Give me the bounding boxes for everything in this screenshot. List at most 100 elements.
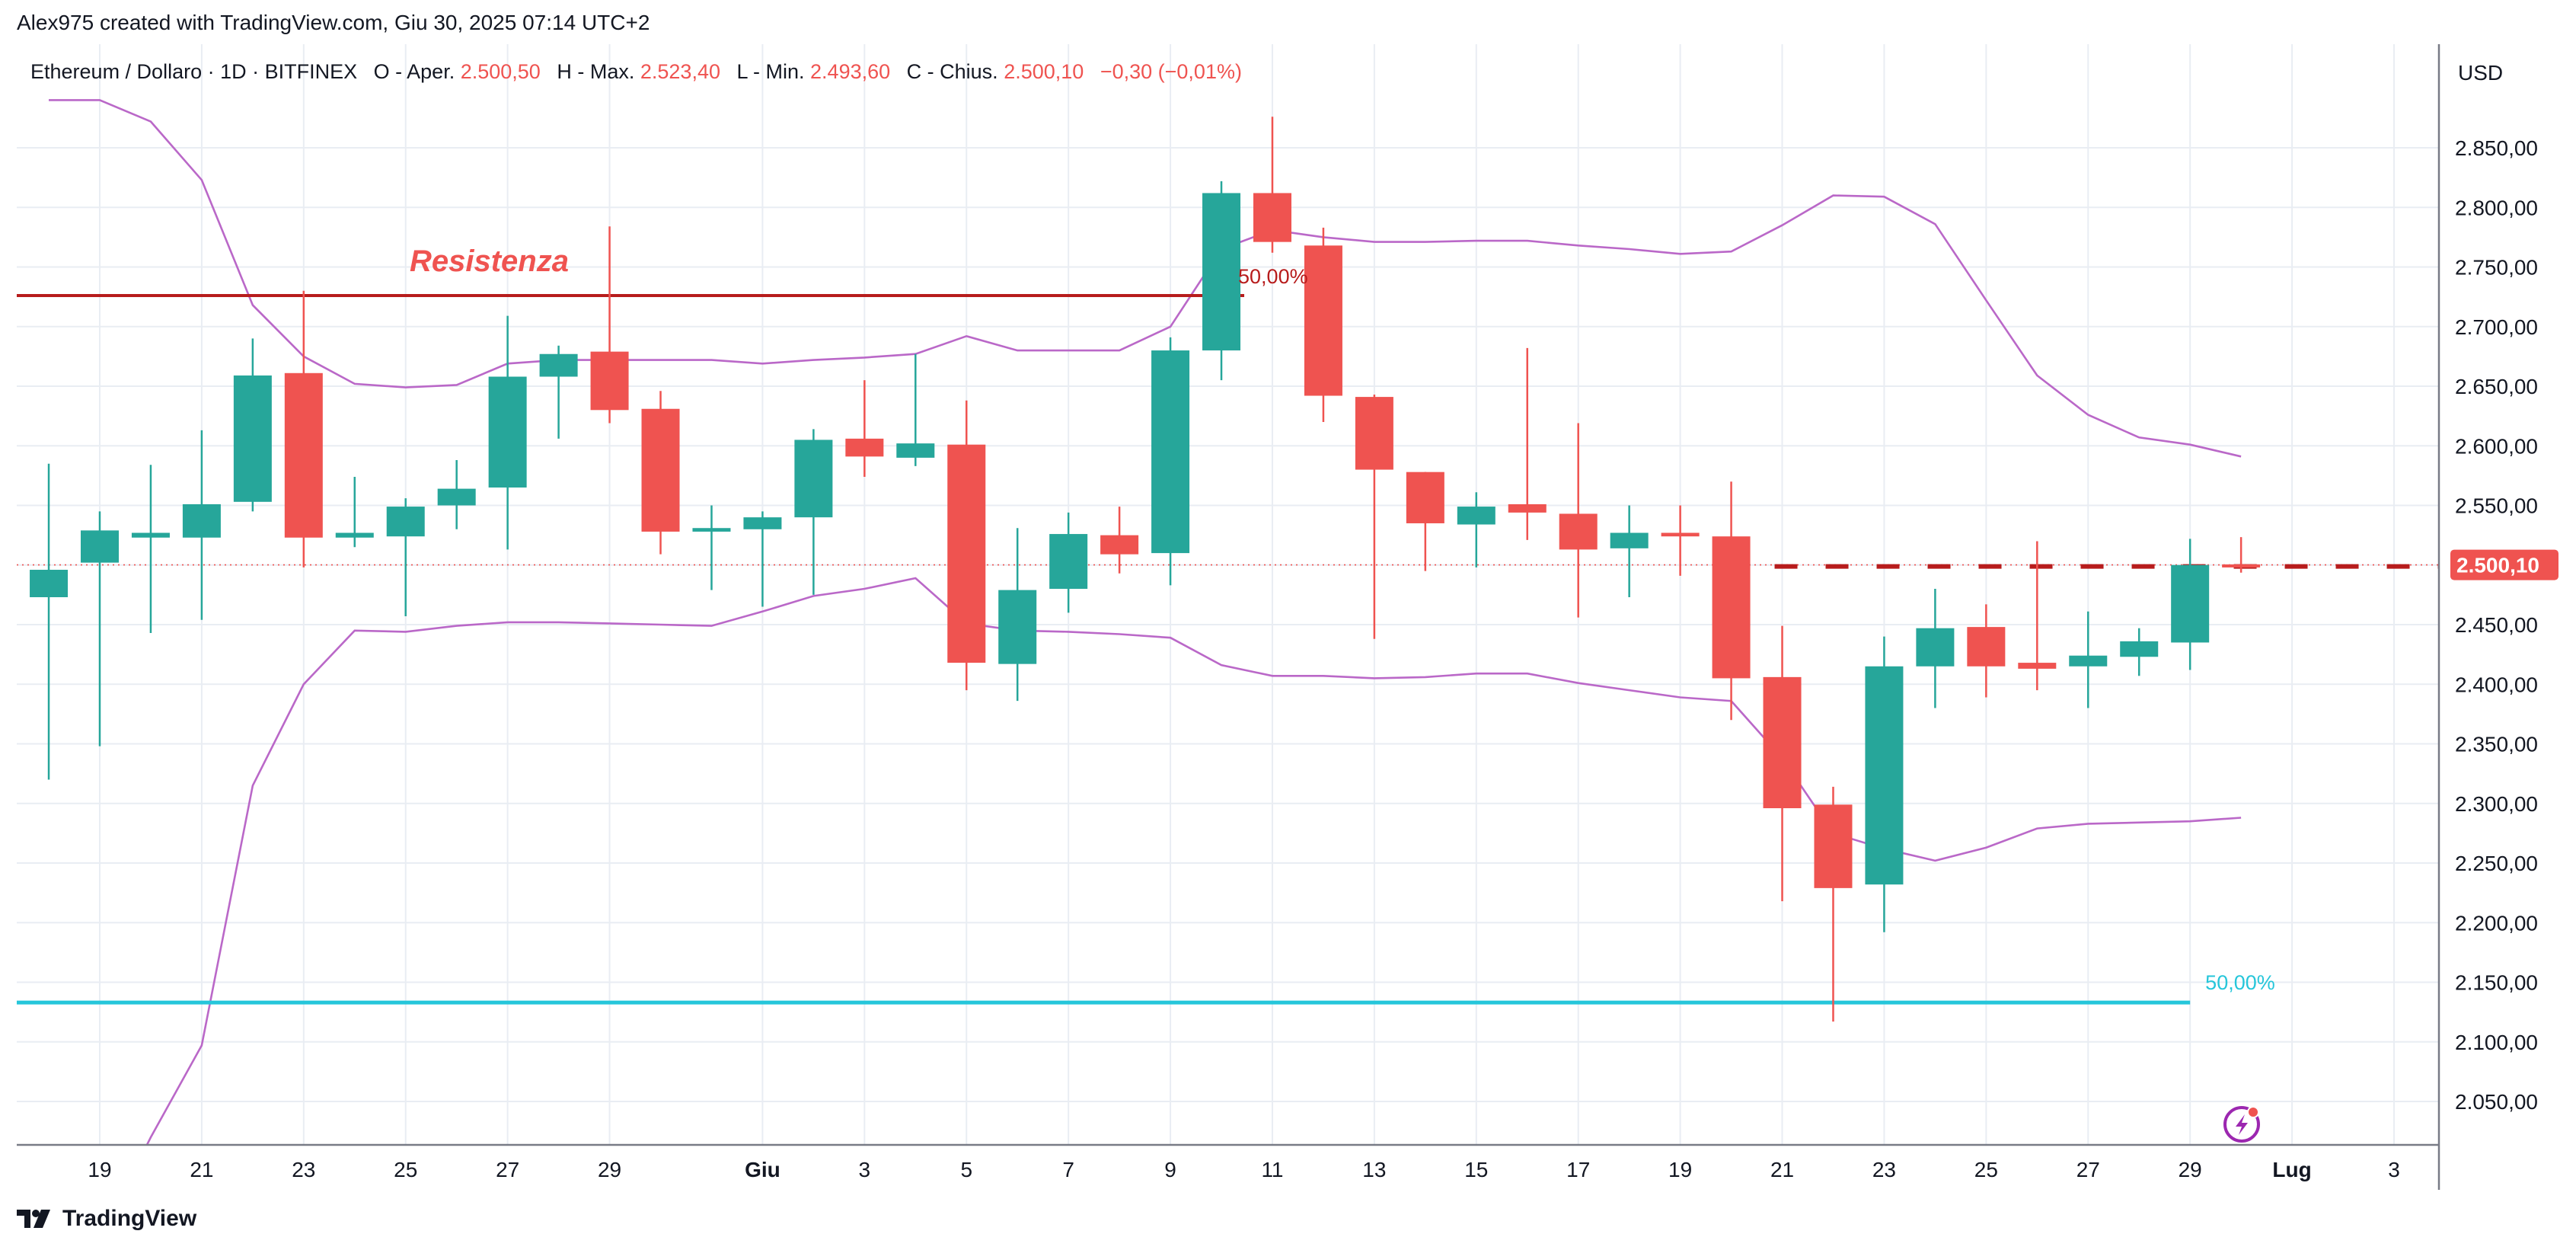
candle[interactable]	[1151, 337, 1190, 586]
candle[interactable]	[2171, 539, 2210, 670]
candles[interactable]	[30, 117, 2261, 1022]
y-tick-label: 2.250,00	[2455, 852, 2538, 875]
candle[interactable]	[947, 400, 986, 691]
candle[interactable]	[1253, 117, 1291, 253]
candle-body	[131, 532, 170, 538]
candle-body	[386, 507, 425, 537]
candle[interactable]	[182, 430, 221, 620]
candle[interactable]	[1763, 625, 1802, 902]
candle[interactable]	[1661, 505, 1700, 576]
candle[interactable]	[1865, 636, 1904, 932]
candle[interactable]	[1508, 347, 1547, 540]
candle-body	[590, 351, 629, 411]
y-tick-label: 2.200,00	[2455, 911, 2538, 935]
tradingview-logo[interactable]: TradingView	[17, 1206, 196, 1232]
candle-body	[845, 438, 884, 457]
candle-body	[284, 372, 323, 538]
candle-body	[1457, 507, 1495, 525]
candle[interactable]	[30, 463, 69, 780]
candle[interactable]	[284, 290, 323, 567]
candle[interactable]	[386, 498, 425, 617]
y-tick-label: 2.700,00	[2455, 315, 2538, 339]
candle[interactable]	[896, 353, 935, 466]
candle[interactable]	[641, 391, 680, 555]
x-tick-label: 19	[88, 1158, 111, 1181]
x-tick-label: 29	[2179, 1158, 2202, 1181]
bollinger-bands	[49, 99, 2242, 1145]
candle[interactable]	[2222, 537, 2261, 573]
candle[interactable]	[437, 460, 476, 529]
y-tick-label: 2.800,00	[2455, 196, 2538, 219]
horizontal-lines	[17, 294, 2439, 1005]
candle-body	[1865, 666, 1904, 885]
x-tick-label: 11	[1261, 1158, 1283, 1181]
candle[interactable]	[1202, 181, 1241, 381]
close-label: C - Chius.	[907, 60, 998, 83]
x-tick-label: Lug	[2272, 1158, 2311, 1181]
x-tick-label: 15	[1464, 1158, 1488, 1181]
candle-body	[233, 375, 272, 502]
x-tick-label: 23	[292, 1158, 315, 1181]
current-price-badge	[2450, 549, 2558, 580]
candle[interactable]	[1916, 589, 1955, 708]
candle[interactable]	[1406, 472, 1444, 571]
y-tick-label: 2.450,00	[2455, 613, 2538, 637]
candle[interactable]	[335, 476, 374, 548]
x-tick-label: 21	[1770, 1158, 1794, 1181]
x-tick-label: Giu	[745, 1158, 780, 1181]
x-tick-label: 27	[496, 1158, 519, 1181]
candle[interactable]	[539, 345, 578, 439]
candle-body	[1304, 245, 1342, 396]
candle[interactable]	[1100, 507, 1139, 574]
candle-body	[1100, 535, 1139, 555]
current-price-label: 2.500,10	[2456, 554, 2539, 577]
x-tick-label: 3	[2388, 1158, 2400, 1181]
candle[interactable]	[1049, 512, 1088, 613]
candle-body	[539, 353, 578, 377]
candle[interactable]	[131, 465, 170, 633]
candle-body	[2018, 663, 2057, 669]
candle-body	[2222, 564, 2261, 567]
candle-body	[692, 528, 731, 532]
candle[interactable]	[2120, 628, 2159, 676]
resistance-label[interactable]: Resistenza	[410, 245, 569, 278]
candle[interactable]	[1610, 505, 1649, 598]
candle[interactable]	[743, 511, 782, 607]
candle-body	[1355, 397, 1393, 470]
candle[interactable]	[233, 338, 272, 512]
symbol-label: Ethereum / Dollaro · 1D · BITFINEX	[30, 60, 357, 83]
candle[interactable]	[1457, 492, 1495, 567]
candle[interactable]	[1814, 786, 1853, 1022]
currency-label[interactable]: USD	[2458, 61, 2503, 85]
candle-body	[1151, 350, 1190, 554]
candle-body	[2171, 564, 2210, 643]
candle[interactable]	[1355, 394, 1393, 639]
candle[interactable]	[2069, 611, 2108, 708]
candle[interactable]	[1712, 481, 1751, 721]
x-tick-label: 21	[190, 1158, 213, 1181]
candle[interactable]	[2018, 541, 2057, 691]
open-label: O - Aper.	[374, 60, 455, 83]
candle[interactable]	[794, 429, 833, 595]
candle[interactable]	[488, 315, 527, 550]
x-tick-label: 17	[1566, 1158, 1590, 1181]
y-tick-label: 2.350,00	[2455, 733, 2538, 756]
candle[interactable]	[998, 528, 1037, 702]
candle[interactable]	[692, 505, 731, 590]
y-tick-label: 2.400,00	[2455, 673, 2538, 696]
candle-body	[488, 376, 527, 488]
candle[interactable]	[81, 511, 119, 746]
candle[interactable]	[1559, 423, 1598, 618]
candle[interactable]	[590, 226, 629, 424]
candle-body	[896, 443, 935, 458]
candle-body	[1814, 804, 1853, 888]
candle[interactable]	[1304, 227, 1342, 422]
candle-body	[1406, 472, 1444, 523]
candle[interactable]	[845, 380, 884, 477]
candle[interactable]	[1967, 604, 2006, 698]
high-label: H - Max.	[557, 60, 634, 83]
lightning-icon[interactable]	[2223, 1106, 2260, 1143]
candle-body	[1202, 193, 1241, 351]
candle-body	[81, 530, 119, 563]
